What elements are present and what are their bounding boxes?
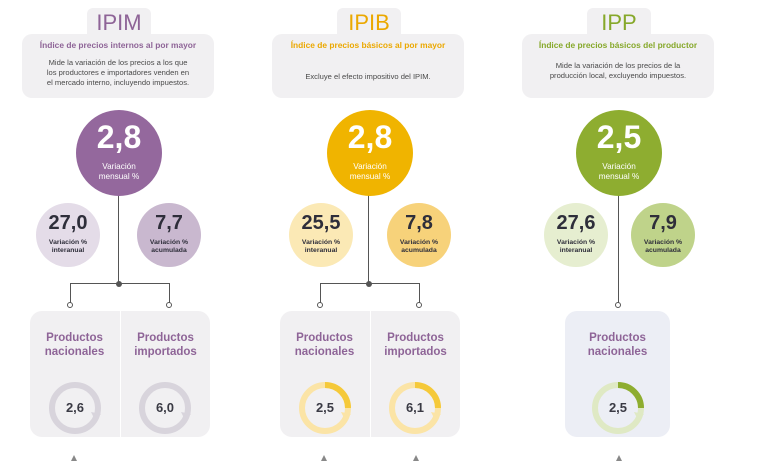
- card-divider: [120, 311, 121, 437]
- connector-line: [419, 283, 421, 303]
- ipp-interanual-value: 27,6: [556, 212, 596, 234]
- connector-line: [70, 283, 170, 285]
- ipp-monthly-variation: 2,5 Variación mensual %: [576, 110, 662, 196]
- arrow-up-icon: [413, 455, 419, 461]
- ipp-interanual-variation: 27,6 Variación % interanual: [544, 203, 608, 267]
- arrow-up-icon: [321, 455, 327, 461]
- ipib-description-line: Excluye el efecto impositivo del IPIM.: [305, 72, 431, 81]
- connector-line: [70, 283, 72, 303]
- ipim-interanual-label: Variación %: [48, 239, 88, 246]
- ipp-monthly-label: Variación: [602, 162, 636, 171]
- ipp-nacionales-value: 2,5: [608, 400, 628, 415]
- ipib-importados-value: 6,1: [405, 400, 425, 415]
- connector-node: [317, 302, 323, 308]
- arrow-up-icon: [71, 455, 77, 461]
- ipim-importados-label: importados: [134, 346, 197, 358]
- ipib-acumulada-value: 7,8: [405, 212, 433, 234]
- ipib-interanual-label: Variación %: [301, 239, 341, 246]
- arrow-up-icon: [616, 455, 622, 461]
- ipp-description-line: producción local, excluyendo impuestos.: [549, 71, 687, 80]
- ipib-column: IPIB Índice de precios básicos al por ma…: [250, 0, 490, 462]
- ipib-nacionales-label: Productos: [296, 332, 353, 344]
- ipib-monthly-label: mensual %: [349, 172, 391, 181]
- ipp-description-box: Índice de precios básicos del productor …: [522, 34, 714, 98]
- ipim-importados-value: 6,0: [155, 400, 175, 415]
- ipib-acumulada-variation: 7,8 Variación % acumulada: [387, 203, 451, 267]
- connector-line: [320, 283, 420, 285]
- ipp-acumulada-value: 7,9: [649, 212, 677, 234]
- ipim-importados-label: Productos: [137, 332, 194, 344]
- ipp-products-card: Productos nacionales 2,5: [565, 311, 670, 437]
- ipib-nacionales-value: 2,5: [315, 400, 335, 415]
- ipim-acumulada-value: 7,7: [155, 212, 183, 234]
- ipp-interanual-label: interanual: [559, 247, 593, 254]
- ipp-nacionales-label: nacionales: [587, 346, 648, 358]
- ipp-title: IPP: [587, 8, 651, 36]
- ipib-importados-ring: 6,1: [387, 380, 443, 436]
- ipp-monthly-value: 2,5: [596, 119, 642, 155]
- ipib-importados-label: Productos: [387, 332, 444, 344]
- ipib-acumulada-label: acumulada: [401, 247, 437, 254]
- connector-line: [368, 190, 370, 284]
- connector-node: [416, 302, 422, 308]
- ipib-interanual-label: interanual: [304, 247, 338, 254]
- ipim-monthly-label: Variación: [102, 162, 136, 171]
- ipim-monthly-variation: 2,8 Variación mensual %: [76, 110, 162, 196]
- ipim-nacionales-label: nacionales: [44, 346, 105, 358]
- connector-node: [67, 302, 73, 308]
- ipim-description-box: Índice de precios internos al por mayor …: [22, 34, 214, 98]
- ipp-acumulada-label: acumulada: [645, 247, 681, 254]
- ipp-interanual-label: Variación %: [556, 239, 596, 246]
- ipib-monthly-label: Variación: [353, 162, 387, 171]
- ipim-nacionales-value: 2,6: [65, 400, 85, 415]
- ipp-nacionales-label: Productos: [589, 332, 646, 344]
- ipp-column: IPP Índice de precios básicos del produc…: [500, 0, 740, 462]
- ipib-nacionales-label: nacionales: [294, 346, 355, 358]
- connector-line: [618, 190, 620, 303]
- connector-line: [169, 283, 171, 303]
- ipib-monthly-value: 2,8: [347, 119, 393, 155]
- ipim-column: IPIM Índice de precios internos al por m…: [0, 0, 240, 462]
- ipim-monthly-label: mensual %: [98, 172, 140, 181]
- ipib-interanual-variation: 25,5 Variación % interanual: [289, 203, 353, 267]
- ipim-nacionales-ring: 2,6: [47, 380, 103, 436]
- ipib-description-box: Índice de precios básicos al por mayor E…: [272, 34, 464, 98]
- ipp-acumulada-variation: 7,9 Variación % acumulada: [631, 203, 695, 267]
- ipib-subtitle: Índice de precios básicos al por mayor: [290, 40, 446, 50]
- ipp-description-line: Mide la variación de los precios de la: [555, 61, 681, 70]
- connector-line: [118, 190, 120, 284]
- ipim-description-line: los productores e importadores venden en: [46, 68, 190, 77]
- ipib-interanual-value: 25,5: [301, 212, 341, 234]
- ipib-importados-label: importados: [384, 346, 447, 358]
- ipib-title: IPIB: [337, 8, 401, 36]
- connector-line: [320, 283, 322, 303]
- ipim-importados-ring: 6,0: [137, 380, 193, 436]
- ipib-monthly-variation: 2,8 Variación mensual %: [327, 110, 413, 196]
- ipim-interanual-label: interanual: [51, 247, 85, 254]
- connector-node: [615, 302, 621, 308]
- ipim-subtitle: Índice de precios internos al por mayor: [39, 40, 197, 50]
- ipp-subtitle: Índice de precios básicos del productor: [538, 40, 698, 50]
- ipim-acumulada-variation: 7,7 Variación % acumulada: [137, 203, 201, 267]
- ipim-title: IPIM: [87, 8, 151, 36]
- ipp-nacionales-ring: 2,5: [590, 380, 646, 436]
- ipim-monthly-value: 2,8: [96, 119, 142, 155]
- ipim-interanual-variation: 27,0 Variación % interanual: [36, 203, 100, 267]
- ipim-description-line: el mercado interno, incluyendo impuestos…: [46, 78, 190, 87]
- ipim-description-line: Mide la variación de los precios a los q…: [48, 58, 188, 67]
- connector-node: [166, 302, 172, 308]
- card-divider: [370, 311, 371, 437]
- ipp-monthly-label: mensual %: [598, 172, 640, 181]
- ipim-acumulada-label: Variación %: [149, 239, 189, 246]
- ipp-acumulada-label: Variación %: [643, 239, 683, 246]
- ipib-acumulada-label: Variación %: [399, 239, 439, 246]
- ipim-nacionales-label: Productos: [46, 332, 103, 344]
- ipim-interanual-value: 27,0: [48, 212, 88, 234]
- ipib-nacionales-ring: 2,5: [297, 380, 353, 436]
- ipim-acumulada-label: acumulada: [151, 247, 187, 254]
